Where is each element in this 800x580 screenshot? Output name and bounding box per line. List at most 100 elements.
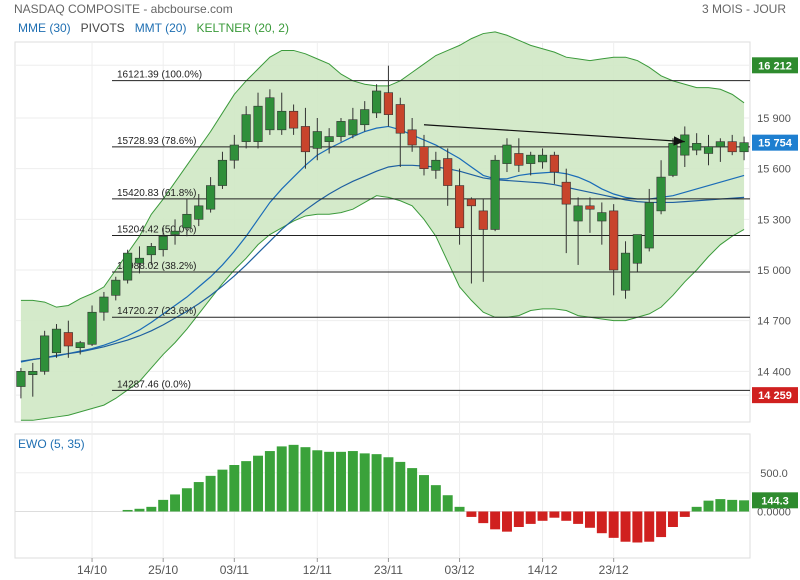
candle-body xyxy=(289,110,299,129)
price-badge xyxy=(752,57,798,74)
keltner-band-fill xyxy=(20,31,745,421)
candle-body xyxy=(644,202,654,249)
ewo-bar xyxy=(205,475,216,512)
candle-body xyxy=(490,159,500,230)
ewo-bar xyxy=(312,450,323,512)
ewo-bar xyxy=(679,511,690,517)
indicator-legend: MME (30) PIVOTS MMT (20) KELTNER (20, 2) xyxy=(18,21,299,35)
y-tick-label: 15 600 xyxy=(757,164,791,176)
mmt-line xyxy=(20,125,745,363)
candle-body xyxy=(312,131,322,149)
candle-body xyxy=(632,234,642,264)
fib-level-label: 16121.39 (100.0%) xyxy=(117,70,202,81)
candle-body xyxy=(419,146,429,169)
ewo-bar xyxy=(122,509,133,512)
ewo-bar xyxy=(359,453,370,512)
candle-body xyxy=(466,198,476,207)
candle-body xyxy=(443,158,453,186)
candle-body xyxy=(395,104,405,134)
ewo-bar xyxy=(667,511,678,527)
ewo-bar xyxy=(739,500,750,512)
fib-level-label: 14287.46 (0.0%) xyxy=(117,379,191,390)
candle-body xyxy=(253,105,263,142)
price-badge xyxy=(752,387,798,404)
x-tick-label: 03/11 xyxy=(220,563,249,577)
ewo-bar xyxy=(134,508,145,512)
ewo-bar xyxy=(691,506,702,512)
ewo-bar xyxy=(395,461,406,512)
ewo-badge xyxy=(752,492,798,509)
candle-body xyxy=(454,185,465,229)
candle-body xyxy=(360,109,370,126)
candle-body xyxy=(703,146,714,154)
ewo-bar xyxy=(288,444,299,512)
ewo-bar xyxy=(561,511,572,521)
ewo-bar xyxy=(181,488,192,512)
ewo-badge-label: 144.3 xyxy=(761,495,789,507)
ewo-bar xyxy=(703,500,714,512)
ewo-bar xyxy=(300,447,311,512)
ewo-bar xyxy=(466,511,477,517)
ewo-bar xyxy=(158,499,169,512)
ewo-bar xyxy=(596,511,607,534)
ewo-bar xyxy=(324,451,335,512)
candle-body xyxy=(194,205,204,220)
y-tick-label: 14 400 xyxy=(757,366,791,378)
candle-body xyxy=(597,212,607,222)
candle-body xyxy=(87,311,97,345)
candle-body xyxy=(668,143,678,176)
candle-body xyxy=(134,257,145,264)
ewo-bar xyxy=(217,469,228,512)
candle-body xyxy=(75,342,85,348)
candle-body xyxy=(182,213,192,229)
candle-body xyxy=(715,141,725,148)
ewo-bar xyxy=(193,482,204,512)
candle-body xyxy=(692,143,702,151)
candle-body xyxy=(431,159,441,171)
ewo-bar xyxy=(419,475,429,512)
x-tick-label: 14/12 xyxy=(528,563,558,577)
candle-body xyxy=(99,296,109,313)
candle-body xyxy=(407,129,417,146)
ewo-bar xyxy=(253,455,264,512)
x-tick-label: 25/10 xyxy=(148,563,178,577)
ewo-bar xyxy=(336,451,346,512)
legend-mme[interactable]: MME (30) xyxy=(18,21,71,35)
period-label[interactable]: 3 MOIS - JOUR xyxy=(701,2,786,16)
legend-keltner[interactable]: KELTNER (20, 2) xyxy=(196,21,289,35)
candle-body xyxy=(28,371,38,376)
y-tick-label: 15 000 xyxy=(757,265,791,277)
ewo-bar xyxy=(383,457,394,512)
candle-body xyxy=(680,134,690,156)
ewo-bar xyxy=(656,511,667,538)
candle-body xyxy=(514,153,524,166)
price-badge-label: 15 754 xyxy=(758,138,793,150)
ewo-bar xyxy=(573,511,584,524)
instrument-title: NASDAQ COMPOSITE - abcbourse.com xyxy=(14,2,233,16)
candle-body xyxy=(63,332,73,347)
keltner-upper-line xyxy=(20,31,745,308)
ewo-bar xyxy=(727,499,738,512)
main-panel-frame xyxy=(14,41,751,423)
fib-level-label: 14720.27 (23.6%) xyxy=(117,306,197,317)
candle-body xyxy=(478,210,488,230)
candle-body xyxy=(40,335,50,372)
candle-body xyxy=(526,154,536,164)
ewo-bar xyxy=(490,511,501,530)
ewo-bar xyxy=(276,446,287,512)
x-tick-label: 23/12 xyxy=(599,563,629,577)
candle-body xyxy=(739,142,749,153)
legend-pivots[interactable]: PIVOTS xyxy=(80,21,125,35)
ewo-bar xyxy=(347,451,358,512)
ewo-bar xyxy=(525,511,536,524)
ewo-bar xyxy=(501,511,512,532)
candle-body xyxy=(277,110,287,131)
candle-body xyxy=(16,371,26,387)
ewo-bar xyxy=(632,511,643,543)
candle-body xyxy=(158,235,168,251)
x-tick-label: 12/11 xyxy=(303,563,332,577)
legend-mmt[interactable]: MMT (20) xyxy=(134,21,187,35)
candle-body xyxy=(727,141,737,153)
fib-level-label: 14988.02 (38.2%) xyxy=(117,261,197,272)
